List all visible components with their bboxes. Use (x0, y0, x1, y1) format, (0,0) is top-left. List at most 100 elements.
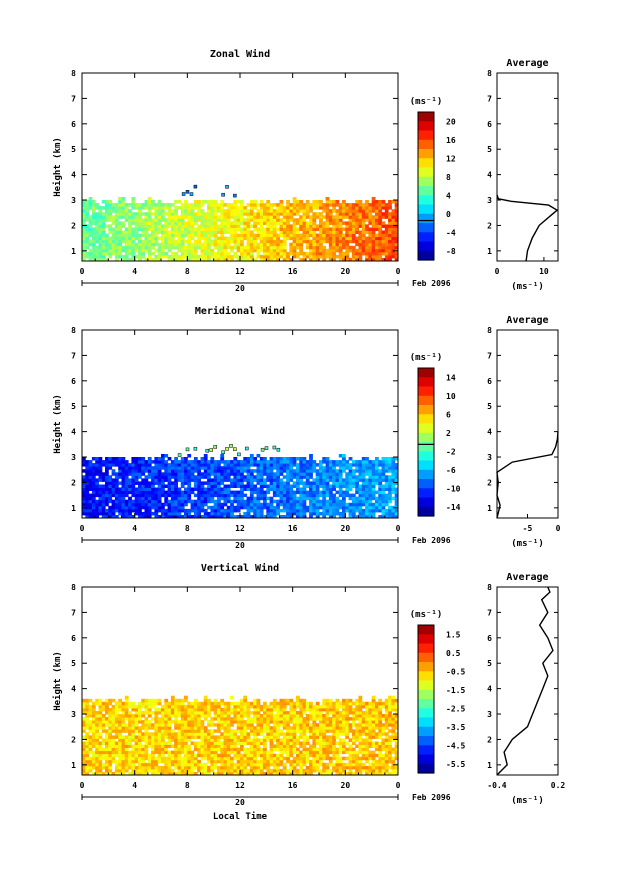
heatmap-cell (91, 209, 96, 213)
heatmap-cell (187, 717, 192, 721)
panel-title: Meridional Wind (195, 305, 285, 317)
heatmap-cell (101, 701, 106, 706)
heatmap-cell (180, 466, 185, 470)
heatmap-cell (256, 515, 261, 519)
heatmap-cell (246, 248, 251, 253)
heatmap-cell (207, 496, 211, 501)
heatmap-cell (246, 460, 251, 464)
heatmap-cell (384, 227, 389, 231)
heatmap-cell (177, 493, 182, 498)
heatmap-cell (279, 254, 284, 259)
heatmap-cell (355, 248, 359, 253)
heatmap-cell (151, 496, 155, 501)
heatmap-cell (292, 460, 297, 464)
heatmap-cell (161, 212, 165, 216)
heatmap-cell (95, 484, 99, 488)
average-y-tick-label: 7 (487, 351, 492, 360)
heatmap-cell (138, 508, 142, 513)
heatmap-cell (371, 466, 376, 470)
heatmap-cell (105, 212, 109, 216)
heatmap-cell (144, 233, 149, 238)
heatmap-cell (190, 762, 195, 767)
heatmap-cell (272, 698, 277, 703)
heatmap-cell (85, 227, 90, 231)
heatmap-cell (85, 469, 90, 473)
heatmap-cell (332, 511, 336, 516)
heatmap-cell (236, 209, 241, 213)
heatmap-cell (335, 490, 340, 495)
heatmap-cell (230, 490, 234, 495)
heatmap-cell (128, 750, 132, 755)
heatmap-cell (394, 490, 399, 495)
heatmap-cell (361, 475, 366, 479)
heatmap-cell (351, 215, 356, 219)
heatmap-cell (138, 212, 142, 216)
heatmap-cell (263, 215, 267, 219)
heatmap-cell (197, 744, 201, 748)
heatmap-cell (187, 772, 192, 776)
heatmap-cell (269, 726, 274, 730)
heatmap-cell (338, 515, 343, 519)
colorbar-segment (418, 405, 434, 415)
heatmap-cell (187, 236, 192, 241)
heatmap-cell (289, 472, 294, 476)
heatmap-cell (269, 732, 274, 736)
heatmap-cell (217, 717, 221, 721)
heatmap-cell (269, 457, 274, 461)
heatmap-cell (246, 738, 251, 742)
heatmap-cell (91, 212, 96, 216)
heatmap-cell (164, 227, 169, 231)
colorbar-tick-label: 8 (446, 173, 451, 182)
heatmap-cell (207, 209, 211, 213)
heatmap-cell (236, 701, 241, 706)
heatmap-cell (230, 511, 234, 516)
heatmap-cell (177, 463, 182, 467)
heatmap-cell (312, 499, 317, 504)
heatmap-cell (114, 741, 119, 745)
heatmap-cell (203, 245, 208, 250)
heatmap-cell (266, 505, 271, 510)
heatmap-cell (361, 499, 366, 504)
heatmap-cell (114, 768, 119, 773)
heatmap-cell (138, 224, 142, 228)
heatmap-cell (88, 711, 93, 715)
heatmap-cell (88, 484, 93, 488)
heatmap-cell (305, 230, 310, 234)
heatmap-cell (111, 756, 116, 761)
heatmap-cell (210, 209, 215, 213)
heatmap-cell (351, 502, 356, 507)
heatmap-cell (151, 203, 155, 207)
heatmap-cell (157, 254, 162, 259)
heatmap-cell (249, 230, 254, 234)
heatmap-cell (259, 230, 264, 234)
heatmap-cell (226, 701, 231, 706)
heatmap-cell (161, 227, 165, 231)
heatmap-cell (272, 218, 277, 222)
heatmap-cell (289, 203, 294, 207)
heatmap-cell (384, 230, 389, 234)
heatmap-cell (368, 475, 373, 479)
heatmap-cell (375, 457, 379, 461)
heatmap-cell (157, 245, 162, 250)
colorbar-segment (418, 469, 434, 480)
heatmap-cell (128, 245, 132, 250)
heatmap-cell (226, 704, 231, 709)
heatmap-cell (296, 466, 300, 470)
heatmap-cell (249, 723, 254, 727)
heatmap-cell (335, 511, 340, 516)
heatmap-cell (358, 487, 363, 491)
heatmap-cell (121, 720, 126, 724)
heatmap-cell (111, 729, 116, 733)
heatmap-cell (226, 463, 231, 467)
heatmap-cell (82, 720, 86, 724)
heatmap-cell (384, 463, 389, 467)
heatmap-cell (289, 236, 294, 241)
heatmap-cell (335, 245, 340, 250)
heatmap-cell (193, 756, 198, 761)
heatmap-cell (230, 768, 234, 773)
heatmap-cell (193, 502, 198, 507)
heatmap-cell (184, 717, 188, 721)
heatmap-cell (332, 466, 336, 470)
heatmap-cell (144, 511, 149, 516)
heatmap-cell (111, 720, 116, 724)
